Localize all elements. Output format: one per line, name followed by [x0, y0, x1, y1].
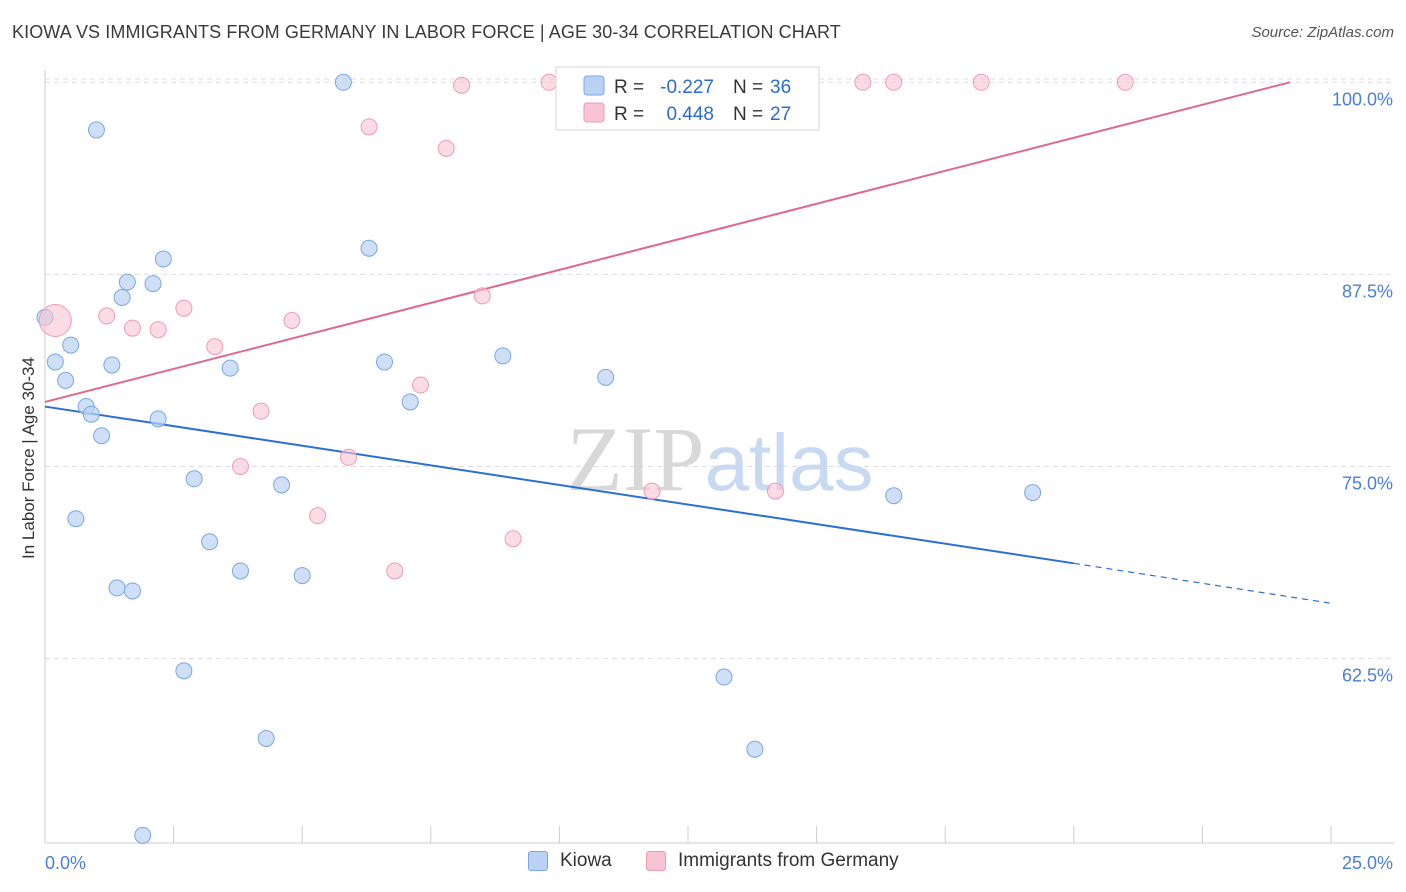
source-label: Source: ZipAtlas.com	[1251, 24, 1394, 41]
germany-point-17	[412, 376, 430, 394]
kiowa-point-33	[257, 729, 275, 747]
y-tick-label-3: 100.0%	[1332, 89, 1393, 109]
kiowa-point-7	[113, 288, 131, 306]
legend-n-value-1: 36	[770, 77, 791, 98]
legend-r-value-2: 0.448	[666, 104, 714, 125]
kiowa-point-24	[201, 533, 219, 551]
legend-n-label-2: N =	[733, 104, 763, 125]
y-tick-label-2: 87.5%	[1342, 281, 1393, 301]
germany-point-2	[540, 73, 558, 91]
kiowa-points	[36, 73, 1042, 844]
kiowa-trend-extension	[1073, 562, 1332, 604]
germany-point-22	[766, 482, 784, 500]
kiowa-point-2	[334, 73, 352, 91]
tick-labels: 62.5% 75.0% 87.5% 100.0% 0.0% 25.0%	[45, 89, 1393, 873]
legend-r-value-1: -0.227	[660, 77, 714, 98]
kiowa-point-22	[273, 476, 291, 494]
kiowa-point-28	[293, 567, 311, 585]
kiowa-point-29	[108, 579, 126, 597]
kiowa-legend-label: Kiowa	[560, 850, 612, 871]
kiowa-point-14	[149, 410, 167, 428]
germany-point-7	[1116, 73, 1134, 91]
kiowa-point-4	[360, 239, 378, 257]
legend-r-label-2: R =	[614, 104, 644, 125]
kiowa-trend-line	[44, 405, 1074, 565]
watermark-zip: ZIP	[567, 408, 705, 510]
germany-point-21	[643, 482, 661, 500]
germany-point-6	[972, 73, 990, 91]
germany-legend-label: Immigrants from Germany	[678, 850, 899, 871]
legend-item-kiowa: Kiowa	[528, 850, 612, 872]
kiowa-point-11	[57, 371, 75, 389]
kiowa-point-18	[494, 347, 512, 365]
germany-point-11	[175, 299, 193, 317]
germany-point-13	[123, 319, 141, 337]
kiowa-swatch	[528, 851, 548, 871]
kiowa-point-8	[46, 353, 64, 371]
watermark: ZIPatlas	[567, 408, 874, 510]
germany-point-15	[283, 311, 301, 329]
trend-lines	[44, 81, 1332, 604]
kiowa-point-15	[93, 427, 111, 445]
germany-point-0	[38, 303, 72, 337]
germany-point-18	[252, 402, 270, 420]
germany-point-14	[149, 321, 167, 339]
germany-swatch	[646, 851, 666, 871]
kiowa-point-35	[134, 826, 152, 844]
kiowa-point-16	[221, 359, 239, 377]
y-tick-label-1: 75.0%	[1342, 473, 1393, 493]
germany-point-10	[473, 287, 491, 305]
kiowa-point-31	[175, 662, 193, 680]
kiowa-point-30	[123, 582, 141, 600]
germany-point-23	[309, 507, 327, 525]
kiowa-point-17	[376, 353, 394, 371]
kiowa-point-27	[231, 562, 249, 580]
legend-swatch-germany	[583, 102, 605, 123]
legend-r-label-1: R =	[614, 77, 644, 98]
kiowa-point-34	[746, 740, 764, 758]
y-tick-label-0: 62.5%	[1342, 666, 1393, 686]
germany-point-25	[386, 562, 404, 580]
kiowa-point-6	[144, 275, 162, 293]
kiowa-point-21	[185, 470, 203, 488]
germany-point-12	[98, 307, 116, 325]
legend-n-label-1: N =	[733, 77, 763, 98]
kiowa-point-13	[82, 405, 100, 423]
kiowa-point-32	[715, 668, 733, 686]
kiowa-point-23	[67, 510, 85, 528]
kiowa-point-10	[103, 356, 121, 374]
legend-n-value-2: 27	[770, 104, 791, 125]
germany-point-19	[339, 448, 357, 466]
kiowa-point-3	[154, 250, 172, 268]
kiowa-point-26	[1024, 484, 1042, 502]
kiowa-point-19	[401, 393, 419, 411]
kiowa-point-1	[87, 121, 105, 139]
legend-item-germany: Immigrants from Germany	[646, 850, 899, 872]
kiowa-point-9	[62, 336, 80, 354]
series-legend: Kiowa Immigrants from Germany	[0, 850, 1406, 880]
germany-point-9	[437, 139, 455, 157]
germany-point-24	[504, 530, 522, 548]
legend-swatch-kiowa	[583, 75, 605, 96]
germany-point-20	[231, 457, 249, 475]
watermark-atlas: atlas	[705, 418, 874, 507]
x-tick-label-0: 0.0%	[45, 853, 86, 873]
germany-point-4	[854, 73, 872, 91]
kiowa-point-20	[597, 368, 615, 386]
germany-point-1	[453, 76, 471, 94]
y-axis-title: In Labor Force | Age 30-34	[19, 357, 38, 559]
x-tick-label-1: 25.0%	[1342, 853, 1393, 873]
axes	[44, 70, 1395, 844]
germany-point-16	[206, 338, 224, 356]
stats-legend: R = -0.227 N = 36 R = 0.448 N = 27	[555, 66, 820, 131]
germany-point-5	[885, 73, 903, 91]
germany-trend-line	[44, 81, 1291, 403]
germany-point-8	[360, 118, 378, 136]
kiowa-point-5	[118, 273, 136, 291]
chart-title: KIOWA VS IMMIGRANTS FROM GERMANY IN LABO…	[12, 22, 841, 42]
kiowa-point-25	[885, 487, 903, 505]
